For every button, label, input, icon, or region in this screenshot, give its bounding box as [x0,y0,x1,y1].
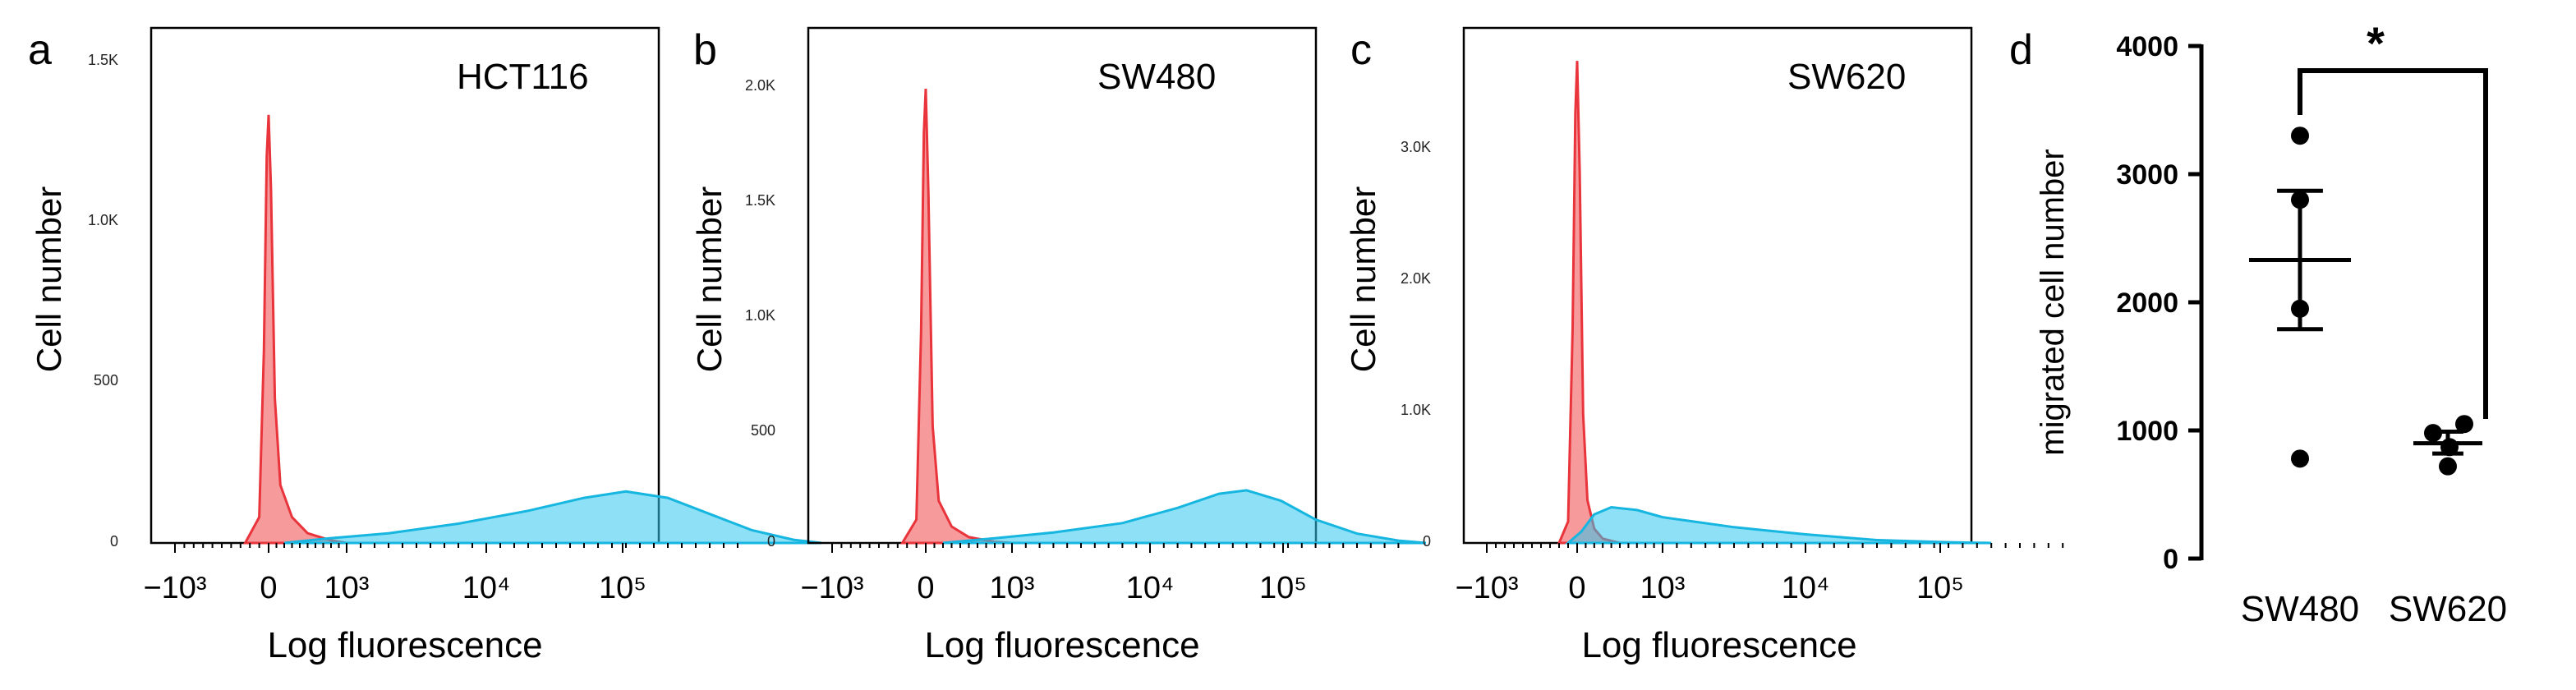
x-category-label: SW620 [2389,589,2507,629]
y-tick-label: 500 [751,422,775,439]
y-axis-label: Cell number [30,186,68,372]
y-tick-label: 0 [2163,544,2178,575]
y-tick-label: 3.0K [1401,139,1431,155]
x-tick-label: 0 [1568,571,1585,605]
y-tick-label: 0 [110,533,118,550]
x-tick-label: 10⁵ [1259,571,1307,605]
x-tick-label: 10³ [1640,571,1686,605]
histogram-control [899,89,1013,545]
x-axis-ticks [831,543,1400,553]
x-tick-label: 10⁴ [1782,571,1830,605]
y-tick-label: 3000 [2116,159,2178,191]
y-tick-label: 1.5K [745,192,775,209]
y-tick-label: 1.5K [88,52,118,68]
x-tick-label: 10⁴ [1126,571,1175,605]
x-tick-label: −10³ [1455,571,1518,605]
y-axis-label: migrated cell number [2035,149,2071,456]
y-tick-label: 0 [767,533,775,550]
significance-star: * [2367,17,2385,69]
y-axis-ticks [2188,44,2201,561]
plot-frame [1462,26,1973,545]
x-tick-label: −10³ [800,571,863,605]
data-point [2291,299,2309,318]
x-axis-ticks [174,543,738,553]
sample-label: HCT116 [457,57,589,97]
y-tick-label: 2.0K [1401,270,1431,287]
data-point [2439,457,2457,476]
y-tick-label: 1.0K [88,212,118,228]
histogram-stained [942,489,1427,545]
panel-c: c Cell number SW620 3.0K 2.0K 1.0K 0 −10… [1344,26,1992,665]
x-tick-label: 0 [260,571,277,605]
sample-label: SW620 [1787,57,1906,97]
data-point [2291,449,2309,468]
x-tick-label: 10³ [990,571,1035,605]
y-tick-label: 0 [1423,533,1431,550]
panel-letter-c: c [1350,26,1372,74]
panel-a: a Cell number HCT116 1.5K 1.0K 500 0 −10… [28,26,822,665]
histogram-stained [1564,505,1992,545]
x-axis-label: Log fluorescence [924,625,1199,665]
panel-letter-a: a [28,26,52,74]
data-point [2291,126,2309,145]
y-tick-label: 1.0K [745,307,775,324]
y-tick-label: 500 [94,372,118,389]
panel-d: d migrated cell number 4000 3000 2000 10… [2009,17,2507,629]
scatter-marks [2249,126,2482,476]
x-tick-label: 10⁴ [462,571,511,605]
data-point [2291,191,2309,209]
y-tick-label: 1000 [2116,416,2178,447]
x-tick-label: −10³ [143,571,206,605]
x-tick-label: 0 [917,571,934,605]
y-tick-label: 1.0K [1401,402,1431,418]
panel-b: b Cell number SW480 2.0K 1.5K 1.0K 500 0… [690,26,1427,665]
data-point [2440,438,2459,457]
plot-frame [150,26,660,545]
y-tick-label: 2000 [2116,288,2178,319]
significance-bracket [2298,68,2488,419]
y-tick-label: 2.0K [745,77,775,94]
data-point [2455,415,2473,434]
panel-letter-b: b [693,26,717,74]
y-axis-label: Cell number [1344,186,1382,372]
histogram-control [242,114,347,545]
histogram-stained [283,490,822,545]
data-point [2424,424,2442,443]
x-category-label: SW480 [2241,589,2359,629]
x-tick-label: 10⁵ [1916,571,1964,605]
x-tick-label: 10⁵ [599,571,646,605]
sample-label: SW480 [1097,57,1216,97]
x-axis-ticks [1486,543,2064,553]
y-axis-label: Cell number [690,186,729,372]
histogram-control [1557,61,1621,545]
x-tick-label: 10³ [324,571,370,605]
plot-frame [807,26,1318,545]
x-axis-label: Log fluorescence [1581,625,1856,665]
panel-letter-d: d [2009,26,2033,74]
y-tick-label: 4000 [2116,31,2178,62]
x-axis-label: Log fluorescence [267,625,542,665]
